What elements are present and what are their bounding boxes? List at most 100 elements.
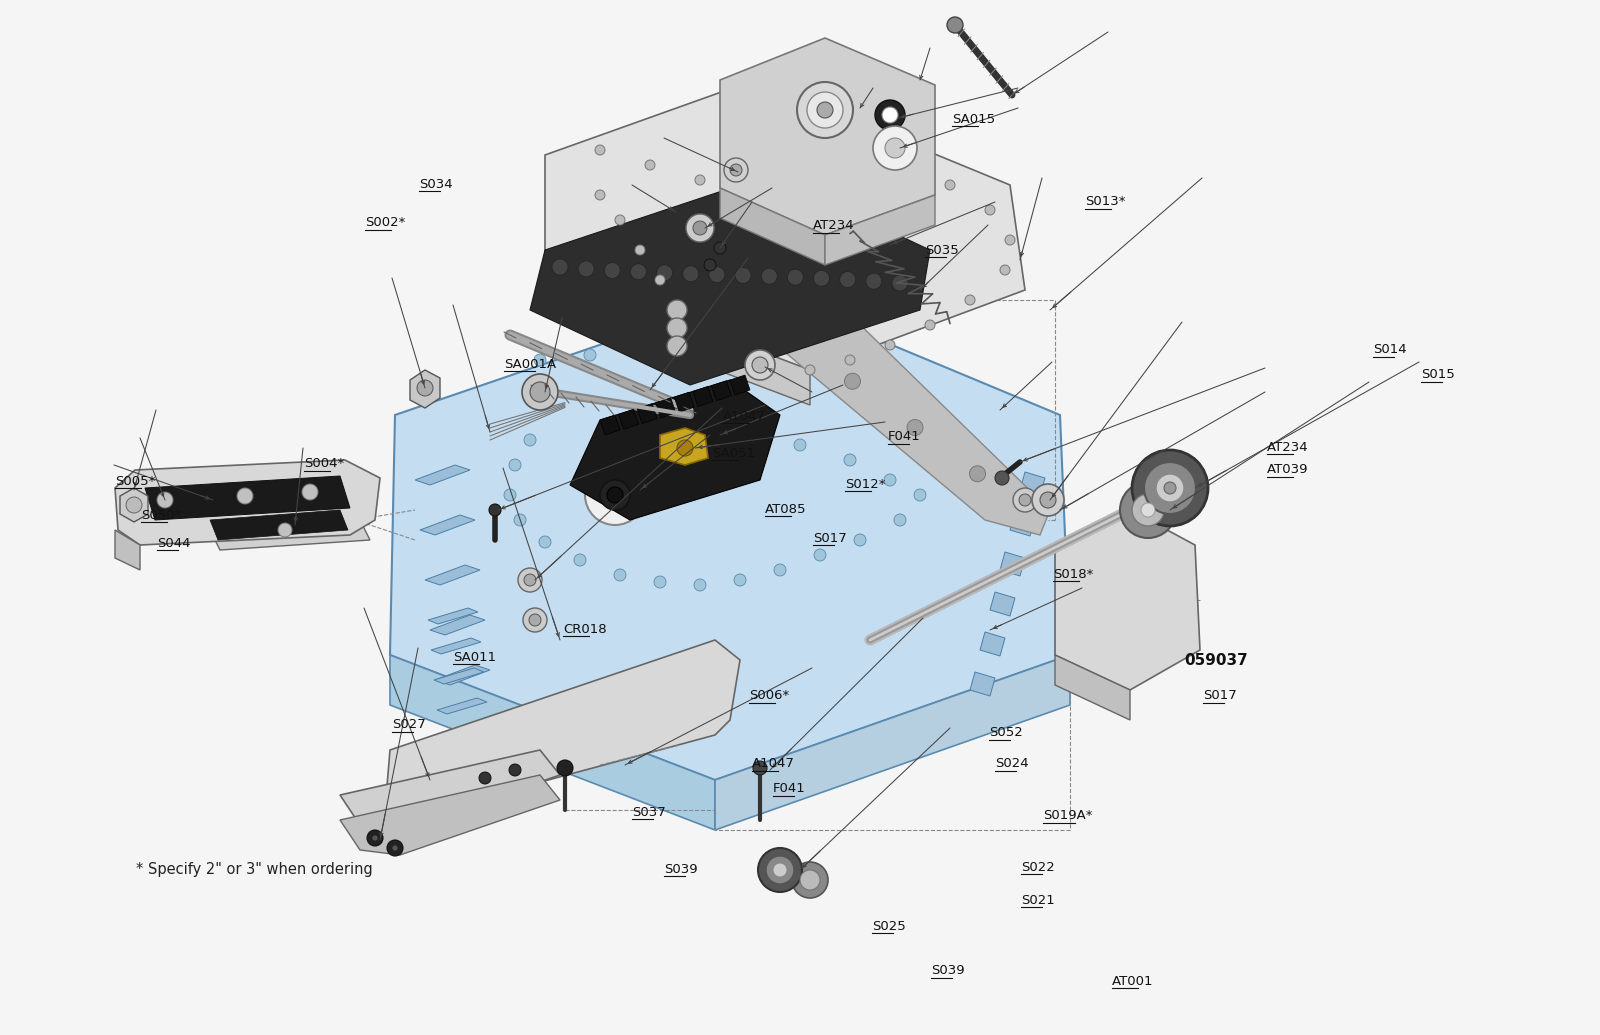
Circle shape	[1120, 482, 1176, 538]
Circle shape	[709, 267, 725, 283]
Polygon shape	[339, 775, 560, 855]
Text: S044: S044	[157, 537, 190, 550]
Circle shape	[704, 259, 717, 271]
Text: A1047: A1047	[752, 758, 795, 770]
Circle shape	[723, 349, 736, 361]
Circle shape	[595, 145, 605, 155]
Circle shape	[694, 419, 706, 431]
Text: S050*: S050*	[141, 509, 181, 522]
Circle shape	[525, 574, 536, 586]
Circle shape	[864, 389, 877, 401]
Circle shape	[875, 100, 906, 130]
Text: S002*: S002*	[365, 216, 405, 229]
Circle shape	[795, 125, 805, 135]
Circle shape	[758, 848, 802, 892]
Polygon shape	[430, 615, 485, 635]
Polygon shape	[434, 668, 483, 684]
Polygon shape	[546, 270, 810, 405]
Circle shape	[894, 155, 906, 165]
Polygon shape	[712, 381, 731, 401]
Circle shape	[157, 492, 173, 508]
Circle shape	[787, 269, 803, 286]
Circle shape	[914, 434, 926, 446]
Circle shape	[677, 440, 693, 456]
Circle shape	[845, 454, 856, 466]
Circle shape	[1040, 492, 1056, 508]
Polygon shape	[1010, 512, 1035, 536]
Circle shape	[766, 856, 794, 884]
Polygon shape	[115, 460, 381, 545]
Circle shape	[634, 344, 646, 356]
Text: SA015: SA015	[952, 113, 995, 125]
Text: SA011: SA011	[453, 651, 496, 663]
Circle shape	[509, 459, 522, 471]
Circle shape	[894, 409, 906, 421]
Circle shape	[947, 17, 963, 33]
Circle shape	[845, 140, 854, 150]
Circle shape	[1144, 462, 1197, 514]
Text: S015: S015	[1421, 368, 1454, 381]
Text: S021: S021	[1021, 894, 1054, 907]
Circle shape	[686, 214, 714, 242]
Text: * Specify 2" or 3" when ordering: * Specify 2" or 3" when ordering	[136, 862, 373, 877]
Polygon shape	[546, 80, 1026, 369]
Circle shape	[418, 380, 434, 396]
Polygon shape	[430, 638, 482, 654]
Text: S034: S034	[419, 178, 453, 190]
Circle shape	[914, 489, 926, 501]
Polygon shape	[1021, 472, 1045, 496]
Circle shape	[514, 514, 526, 526]
Circle shape	[774, 564, 786, 576]
Circle shape	[1133, 494, 1165, 526]
Polygon shape	[429, 608, 478, 624]
Text: S022: S022	[1021, 861, 1054, 874]
Circle shape	[504, 489, 515, 501]
Polygon shape	[386, 810, 400, 850]
Polygon shape	[781, 310, 1050, 535]
Polygon shape	[720, 38, 934, 235]
Circle shape	[606, 487, 622, 503]
Polygon shape	[970, 672, 995, 696]
Circle shape	[614, 569, 626, 581]
Polygon shape	[419, 515, 475, 535]
Polygon shape	[693, 386, 714, 407]
Circle shape	[530, 382, 550, 402]
Text: CR018: CR018	[563, 623, 606, 635]
Circle shape	[1013, 487, 1037, 512]
Text: S019A*: S019A*	[1043, 809, 1093, 822]
Circle shape	[995, 471, 1010, 485]
Circle shape	[885, 341, 894, 350]
Circle shape	[1019, 494, 1030, 506]
Polygon shape	[210, 510, 349, 540]
Polygon shape	[115, 530, 141, 570]
Circle shape	[539, 536, 550, 548]
Circle shape	[773, 863, 787, 877]
Circle shape	[509, 764, 522, 776]
Circle shape	[723, 158, 749, 182]
Text: S014: S014	[1373, 344, 1406, 356]
Polygon shape	[600, 415, 621, 435]
Circle shape	[746, 350, 774, 380]
Polygon shape	[661, 428, 707, 465]
Circle shape	[694, 579, 706, 591]
Circle shape	[714, 242, 726, 254]
Circle shape	[126, 497, 142, 513]
Circle shape	[693, 221, 707, 235]
Text: S018*: S018*	[1053, 568, 1093, 581]
Circle shape	[734, 267, 750, 284]
Circle shape	[814, 549, 826, 561]
Circle shape	[656, 265, 672, 280]
Circle shape	[605, 263, 621, 278]
Text: AT085: AT085	[765, 503, 806, 515]
Text: AT039: AT039	[1267, 464, 1309, 476]
Circle shape	[595, 190, 605, 200]
Circle shape	[866, 273, 882, 289]
Circle shape	[674, 339, 686, 351]
Circle shape	[1005, 235, 1014, 245]
Polygon shape	[1000, 552, 1026, 576]
Circle shape	[645, 160, 654, 170]
Circle shape	[371, 835, 378, 841]
Circle shape	[667, 300, 686, 320]
Polygon shape	[720, 188, 826, 265]
Circle shape	[630, 264, 646, 279]
